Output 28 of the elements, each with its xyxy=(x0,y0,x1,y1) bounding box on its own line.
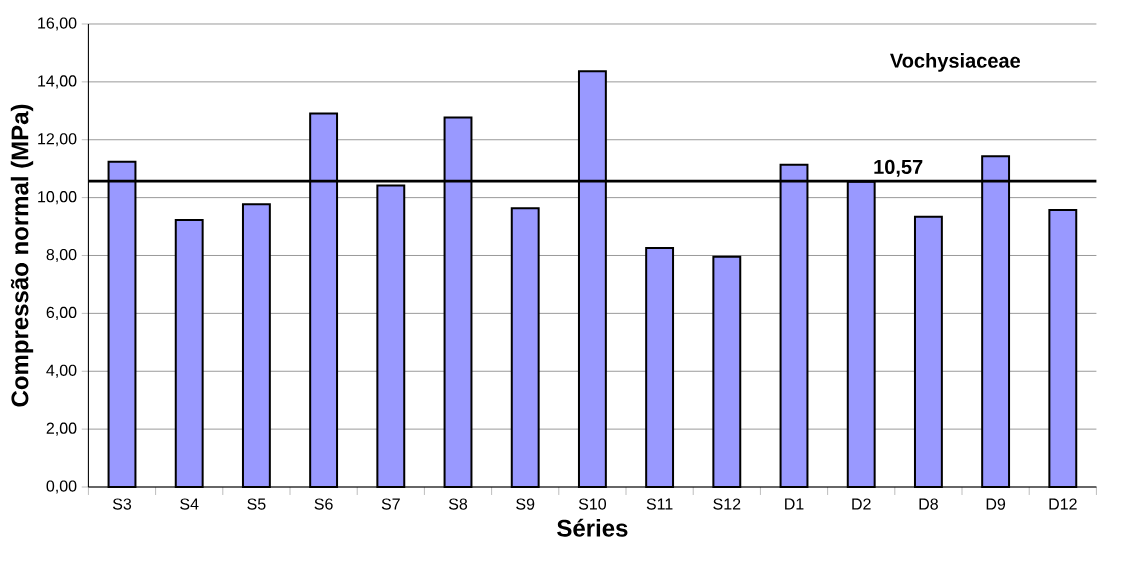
x-tick-label: S6 xyxy=(314,498,333,510)
x-tick-label: D12 xyxy=(1049,498,1077,510)
x-tick-label: S11 xyxy=(646,498,673,510)
y-tick-label: 0,00 xyxy=(46,480,77,494)
y-tick-label: 16,00 xyxy=(38,17,77,31)
x-tick-label: S8 xyxy=(448,498,468,510)
x-axis-title: Séries xyxy=(557,518,628,537)
y-tick-label: 12,00 xyxy=(38,133,77,147)
x-tick-label: S10 xyxy=(578,498,607,510)
x-tick-label: S3 xyxy=(112,498,132,510)
y-tick-label: 8,00 xyxy=(46,248,77,263)
y-tick-label: 6,00 xyxy=(46,306,77,320)
x-tick-label: S12 xyxy=(713,498,741,510)
text: Vochysiaceae xyxy=(890,53,1021,72)
x-tick-label: D9 xyxy=(986,498,1006,510)
y-axis-title: Compressão normal (MPa) xyxy=(10,104,34,407)
y-tick-label: 4,00 xyxy=(46,364,77,378)
ref-line-label: 10,57 xyxy=(874,159,923,177)
x-tick-label: D8 xyxy=(919,498,938,510)
x-tick-label: D1 xyxy=(785,498,804,510)
x-tick-label: S5 xyxy=(247,498,266,510)
x-tick-label: S9 xyxy=(516,498,535,510)
y-tick-label: 14,00 xyxy=(38,75,77,89)
y-tick-label: 2,00 xyxy=(46,422,77,436)
y-tick-label: 10,00 xyxy=(38,191,77,205)
x-tick-label: S4 xyxy=(180,498,199,510)
x-tick-label: S7 xyxy=(381,498,400,510)
x-tick-label: D2 xyxy=(852,498,871,510)
